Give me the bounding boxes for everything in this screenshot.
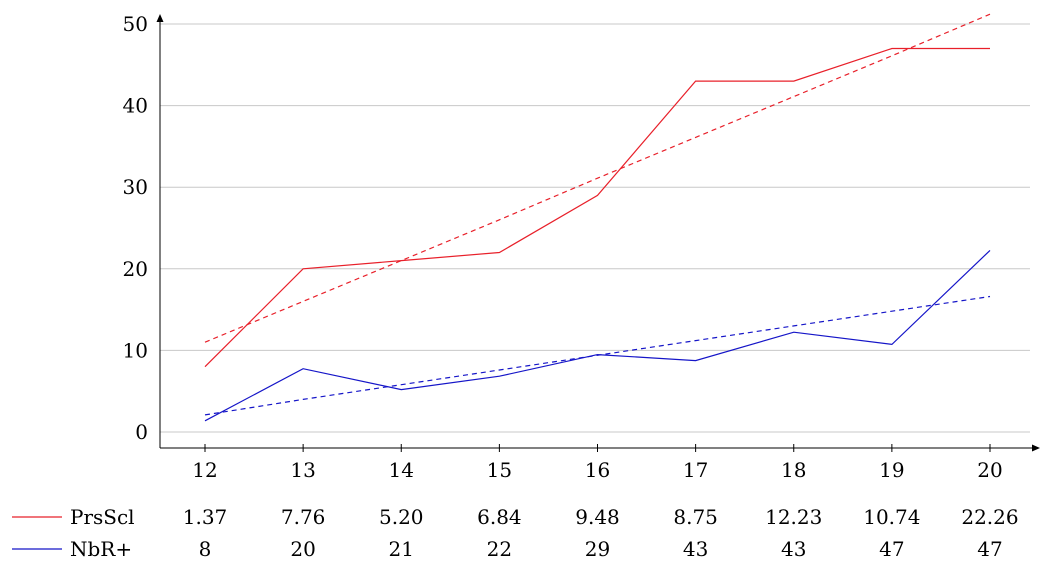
table-cell: 1.37 bbox=[183, 505, 228, 529]
data-table: PrsScl 1.37 7.76 5.20 6.84 9.48 8.75 12.23 10.74… bbox=[12, 505, 1019, 561]
table-cell: 29 bbox=[585, 537, 610, 561]
x-tick-label: 19 bbox=[879, 458, 904, 482]
table-cell: 9.48 bbox=[575, 505, 620, 529]
y-tick-label: 20 bbox=[123, 257, 148, 281]
trend-lines bbox=[204, 13, 991, 416]
x-tick-label: 17 bbox=[683, 458, 708, 482]
y-axis-arrow bbox=[156, 14, 164, 22]
table-cell: 22 bbox=[487, 537, 512, 561]
table-cell: 10.74 bbox=[863, 505, 920, 529]
x-tick-labels: 12 13 14 15 16 17 18 19 20 bbox=[192, 458, 1002, 482]
x-tick-label: 16 bbox=[585, 458, 610, 482]
table-cell: 43 bbox=[781, 537, 806, 561]
table-row-label: PrsScl bbox=[70, 505, 135, 529]
series-lines bbox=[204, 47, 991, 422]
x-tick-label: 20 bbox=[977, 458, 1002, 482]
axes bbox=[156, 14, 1040, 452]
y-tick-label: 30 bbox=[123, 175, 148, 199]
gridlines bbox=[160, 23, 1030, 433]
table-cell: 20 bbox=[290, 537, 315, 561]
table-cell: 47 bbox=[977, 537, 1002, 561]
series-line bbox=[204, 249, 991, 422]
trend-line bbox=[204, 295, 991, 416]
y-tick-label: 50 bbox=[123, 12, 148, 36]
table-cell: 8.75 bbox=[673, 505, 718, 529]
x-tick-label: 18 bbox=[781, 458, 806, 482]
table-cell: 7.76 bbox=[281, 505, 326, 529]
table-cell: 21 bbox=[389, 537, 414, 561]
y-tick-label: 10 bbox=[123, 338, 148, 362]
x-tick-label: 13 bbox=[290, 458, 315, 482]
table-cell: 22.26 bbox=[961, 505, 1018, 529]
table-cell: 5.20 bbox=[379, 505, 424, 529]
table-row-label: NbR+ bbox=[70, 537, 132, 561]
x-tick-label: 12 bbox=[192, 458, 217, 482]
x-axis-arrow bbox=[1032, 444, 1040, 452]
table-cell: 6.84 bbox=[477, 505, 522, 529]
y-tick-label: 0 bbox=[135, 420, 148, 444]
series-line bbox=[204, 47, 990, 368]
table-cell: 12.23 bbox=[765, 505, 822, 529]
table-cell: 8 bbox=[199, 537, 212, 561]
y-tick-label: 40 bbox=[123, 94, 148, 118]
x-tick-label: 14 bbox=[389, 458, 414, 482]
trend-line bbox=[204, 13, 991, 343]
y-tick-labels: 0 10 20 30 40 50 bbox=[123, 12, 148, 444]
table-cell: 47 bbox=[879, 537, 904, 561]
table-cell: 43 bbox=[683, 537, 708, 561]
x-tick-label: 15 bbox=[487, 458, 512, 482]
